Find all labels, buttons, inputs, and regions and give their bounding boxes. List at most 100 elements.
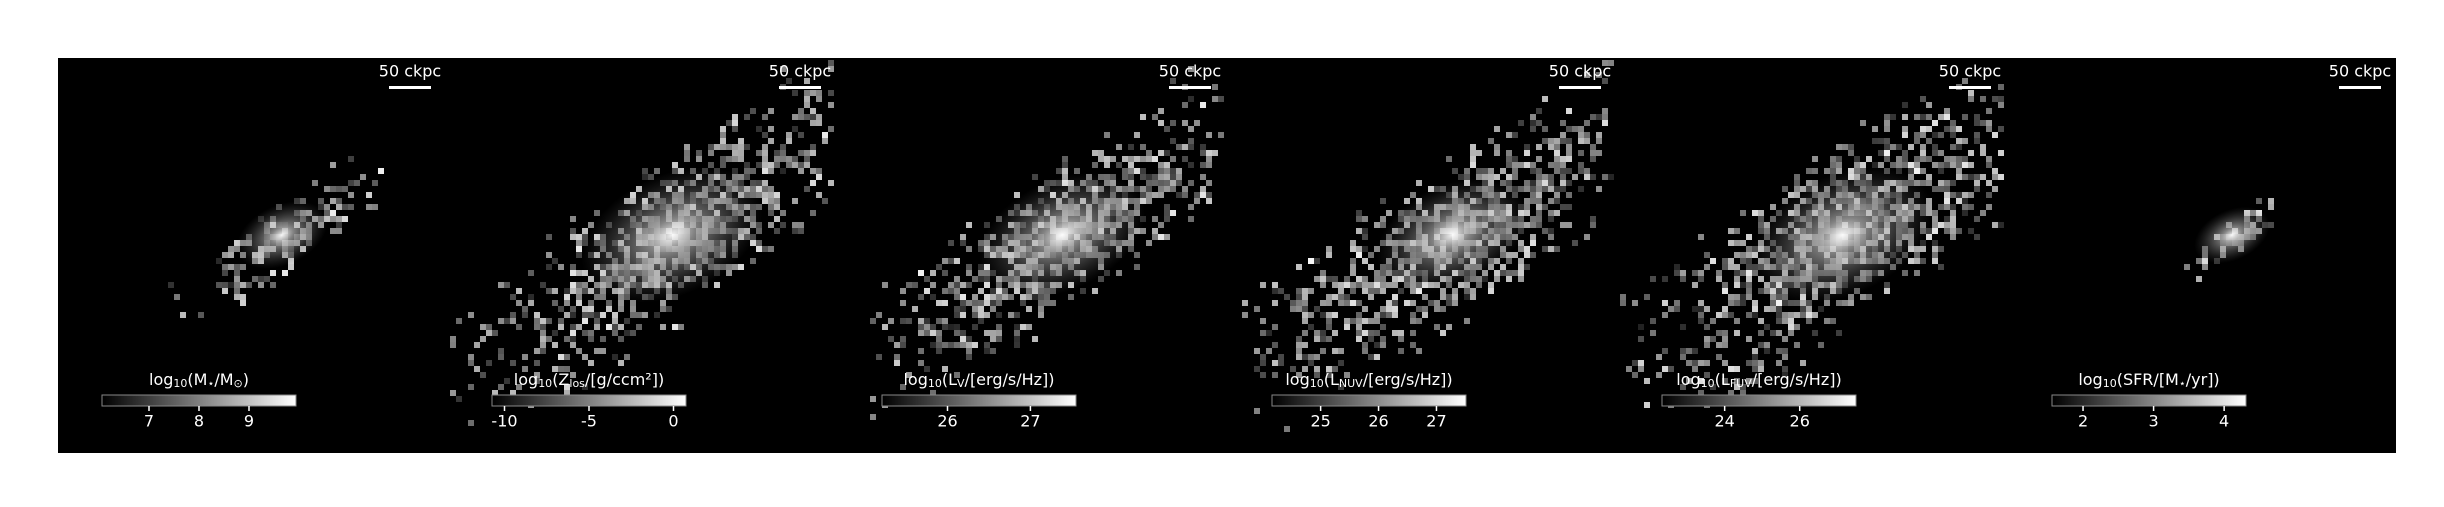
pixel	[1332, 276, 1338, 282]
pixel	[1914, 156, 1920, 162]
pixel	[1734, 330, 1740, 336]
pixel	[666, 306, 672, 312]
pixel	[1422, 312, 1428, 318]
pixel	[1830, 168, 1836, 174]
pixel	[1416, 180, 1422, 186]
pixel	[1596, 150, 1602, 156]
pixel	[1746, 360, 1752, 366]
pixel	[906, 372, 912, 378]
pixel	[1356, 324, 1362, 330]
pixel	[1200, 162, 1206, 168]
pixel	[510, 318, 516, 324]
pixel	[1296, 342, 1302, 348]
pixel	[1728, 258, 1734, 264]
pixel	[972, 306, 978, 312]
pixel	[1710, 384, 1716, 390]
pixel	[1512, 270, 1518, 276]
pixel	[684, 144, 690, 150]
pixel	[1986, 126, 1992, 132]
pixel	[1332, 366, 1338, 372]
pixel	[642, 312, 648, 318]
scalebar	[1949, 86, 1991, 89]
pixel	[762, 144, 768, 150]
label-text: (L	[1324, 370, 1339, 389]
pixel	[1476, 276, 1482, 282]
pixel	[804, 156, 810, 162]
pixel	[1746, 288, 1752, 294]
pixel	[1464, 294, 1470, 300]
pixel	[1836, 300, 1842, 306]
pixel	[600, 312, 606, 318]
pixel	[1932, 210, 1938, 216]
pixel	[1356, 228, 1362, 234]
pixel	[1554, 198, 1560, 204]
pixel	[936, 264, 942, 270]
colorbar-tick-label: 3	[2148, 412, 2158, 431]
pixel	[810, 168, 816, 174]
pixel	[1782, 300, 1788, 306]
pixel	[1140, 144, 1146, 150]
pixel	[1014, 312, 1020, 318]
label-subscript: ⋆	[207, 377, 214, 390]
pixel	[1818, 306, 1824, 312]
pixel	[1740, 282, 1746, 288]
pixel	[1116, 162, 1122, 168]
pixel	[468, 312, 474, 318]
scalebar-label: 50 ckpc	[1939, 62, 2001, 81]
pixel	[918, 270, 924, 276]
pixel	[1296, 348, 1302, 354]
pixel	[1206, 150, 1212, 156]
pixel	[1560, 180, 1566, 186]
pixel	[624, 318, 630, 324]
pixel	[546, 288, 552, 294]
pixel	[780, 168, 786, 174]
pixel	[1704, 372, 1710, 378]
pixel	[1368, 288, 1374, 294]
pixel	[570, 372, 576, 378]
label-text: (SFR/[M	[2117, 370, 2179, 389]
pixel	[1950, 234, 1956, 240]
pixel	[1380, 216, 1386, 222]
pixel	[1734, 384, 1740, 390]
pixel	[1356, 252, 1362, 258]
pixel	[972, 342, 978, 348]
pixel	[330, 210, 336, 216]
pixel	[1320, 300, 1326, 306]
pixel	[1512, 132, 1518, 138]
pixel	[1152, 180, 1158, 186]
pixel	[744, 168, 750, 174]
pixel	[570, 336, 576, 342]
pixel	[1920, 132, 1926, 138]
pixel	[1602, 114, 1608, 120]
pixel	[1902, 150, 1908, 156]
pixel	[1476, 150, 1482, 156]
pixel	[1344, 282, 1350, 288]
pixel	[1068, 294, 1074, 300]
pixel	[1368, 252, 1374, 258]
pixel	[732, 168, 738, 174]
pixel	[984, 294, 990, 300]
pixel	[1362, 246, 1368, 252]
pixel	[1128, 174, 1134, 180]
pixel	[984, 222, 990, 228]
pixel	[594, 210, 600, 216]
pixel	[1914, 252, 1920, 258]
pixel	[726, 156, 732, 162]
pixel	[1578, 126, 1584, 132]
pixel	[1314, 258, 1320, 264]
pixel	[372, 204, 378, 210]
pixel	[1266, 330, 1272, 336]
pixel	[1764, 342, 1770, 348]
pixel	[1914, 114, 1920, 120]
pixel	[1164, 150, 1170, 156]
pixel	[948, 282, 954, 288]
pixel	[330, 198, 336, 204]
pixel	[900, 384, 906, 390]
pixel	[732, 144, 738, 150]
label-text: )	[243, 370, 249, 389]
pixel	[1272, 288, 1278, 294]
pixel	[942, 342, 948, 348]
pixel	[804, 96, 810, 102]
pixel	[744, 114, 750, 120]
pixel	[1152, 234, 1158, 240]
